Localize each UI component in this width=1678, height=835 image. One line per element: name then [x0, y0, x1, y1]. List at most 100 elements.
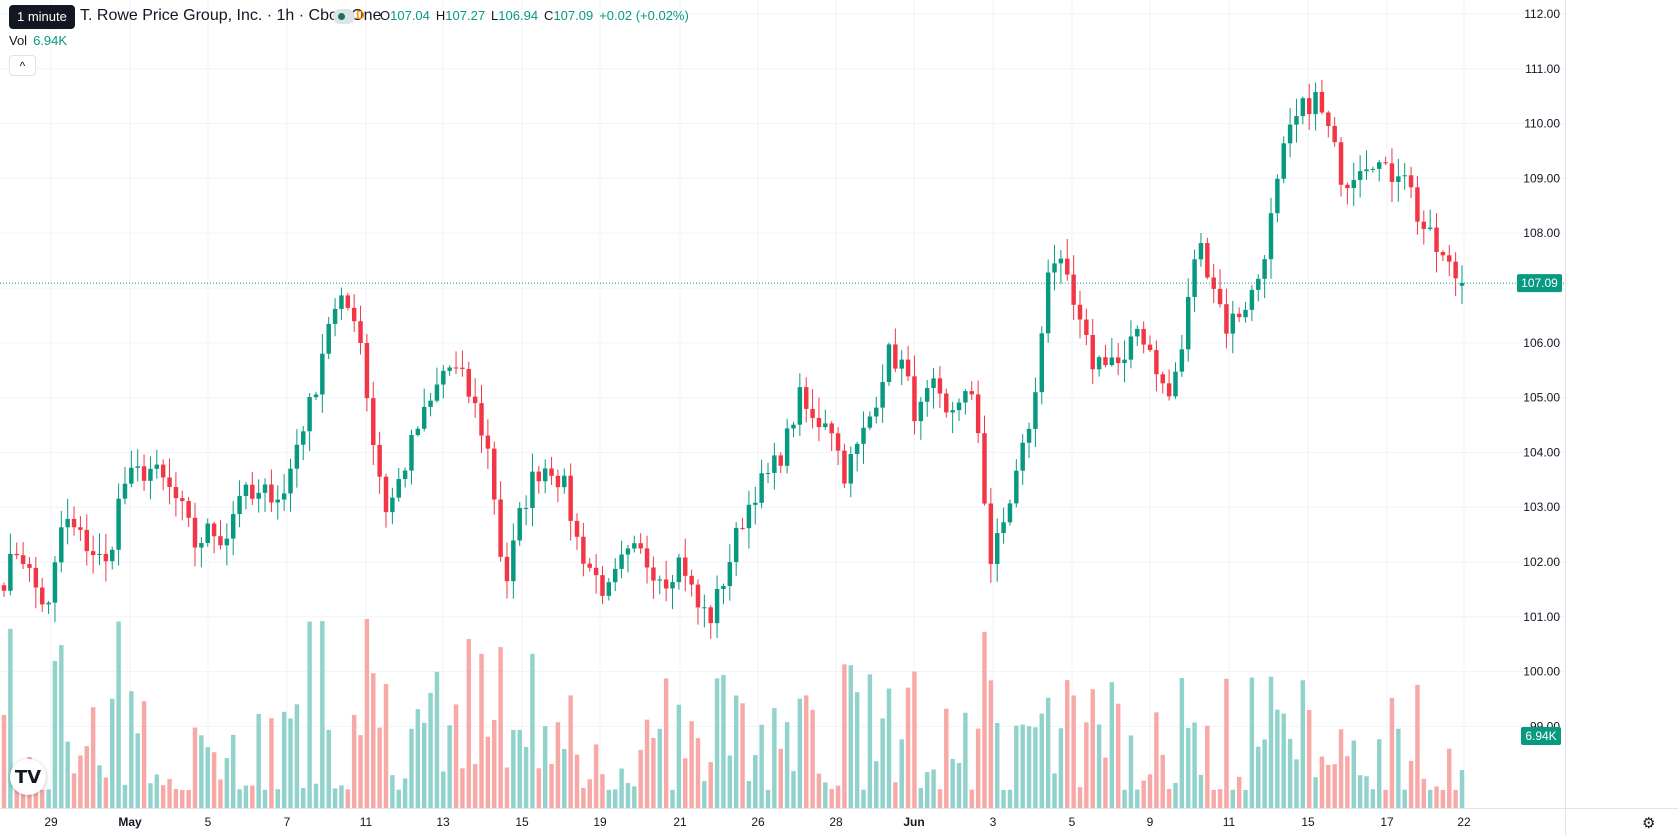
volume-bar [466, 639, 472, 808]
collapse-legend-button[interactable]: ^ [9, 55, 36, 76]
y-tick-label: 112.00 [1524, 7, 1560, 21]
volume-bar [1300, 680, 1306, 808]
candle-body [975, 394, 981, 434]
candle-body [59, 527, 64, 563]
volume-bar [421, 722, 427, 808]
volume-bar [447, 725, 452, 808]
volume-bar [753, 755, 758, 808]
last-volume-label: 6.94K [1525, 729, 1556, 743]
candle-body [651, 567, 656, 581]
delayed-data-flag[interactable]: D [356, 8, 365, 22]
candle-body [1141, 328, 1146, 345]
tradingview-logo-icon[interactable]: TV [10, 759, 46, 795]
last-price-label: 107.09 [1521, 276, 1558, 290]
candle-body [224, 538, 230, 546]
x-tick-label: 22 [1457, 815, 1471, 829]
volume-bar [523, 747, 529, 808]
volume-bar [810, 709, 815, 808]
candle-body [523, 508, 529, 510]
candle-body [867, 416, 873, 428]
volume-bar [727, 755, 733, 808]
candle-body [1115, 357, 1121, 364]
high-label: H [435, 8, 446, 23]
candle-body [428, 400, 433, 407]
symbol-title[interactable]: T. Rowe Price Group, Inc. · 1h · Cboe On… [80, 7, 382, 24]
candle-body [874, 407, 879, 417]
volume-bar [199, 735, 204, 808]
volume-bar [937, 789, 943, 808]
candle-body [1026, 428, 1032, 443]
candle-body [568, 475, 573, 521]
candle-body [1090, 334, 1095, 370]
candle-body [969, 391, 974, 395]
volume-bar [269, 718, 274, 808]
volume-bar [84, 746, 89, 808]
candlesticks [1, 79, 1465, 639]
candle-body [1306, 98, 1312, 115]
candle-body [549, 468, 554, 476]
candle-body [8, 553, 13, 591]
volume-bar [364, 618, 370, 808]
candle-body [778, 455, 783, 466]
candle-body [644, 548, 650, 568]
candle-body [33, 567, 39, 588]
volume-bar [1115, 703, 1121, 808]
volume-bar [1128, 735, 1134, 808]
volume-bar [1249, 677, 1255, 808]
volume-bar [893, 782, 898, 808]
volume-bar [816, 773, 822, 808]
candle-body [402, 470, 408, 480]
candle-body [262, 484, 268, 493]
volume-bar [1230, 789, 1236, 808]
candle-body [606, 582, 612, 596]
volume-bar [1440, 789, 1446, 808]
candle-body [848, 454, 854, 484]
volume-bar [829, 789, 834, 808]
candle-body [20, 555, 26, 565]
volume-bar [1332, 764, 1337, 808]
candle-body [683, 557, 688, 576]
volume-bar [1001, 789, 1006, 808]
candle-body [1211, 277, 1216, 289]
candle-body [880, 382, 885, 408]
volume-bar [52, 661, 58, 808]
open-label: O [380, 8, 391, 23]
candle-body [1256, 278, 1261, 290]
candle-body [186, 501, 191, 518]
candle-body [854, 443, 860, 455]
candle-body [727, 562, 733, 586]
candle-body [1402, 175, 1407, 177]
volume-bar [377, 727, 382, 808]
volume-bar [956, 762, 962, 808]
volume-bar [383, 684, 389, 808]
volume-bar [230, 734, 236, 808]
volume-bar [1408, 760, 1414, 808]
volume-bar [243, 785, 249, 808]
volume-bar [402, 778, 408, 808]
x-tick-label: 26 [751, 815, 765, 829]
volume-bar [504, 767, 510, 808]
volume-bar [657, 728, 663, 808]
market-status-badge[interactable] [333, 9, 355, 24]
candle-body [110, 549, 115, 562]
candle-body [383, 476, 389, 513]
candle-body [377, 444, 382, 477]
volume-bar [275, 789, 281, 808]
volume-bar [192, 727, 198, 808]
candle-body [1268, 213, 1274, 260]
candle-body [1166, 383, 1172, 397]
volume-bar [772, 708, 777, 808]
candle-body [1421, 221, 1427, 229]
volume-bar [479, 653, 484, 808]
interval-tooltip: 1 minute [9, 5, 75, 29]
candle-body [1275, 178, 1280, 214]
candle-body [994, 533, 1000, 564]
volume-bar [740, 703, 745, 808]
volume-bar [600, 774, 605, 808]
settings-gear-icon[interactable]: ⚙ [1642, 815, 1656, 832]
candle-body [441, 370, 446, 385]
candle-body [542, 468, 548, 482]
volume-bar [963, 712, 968, 808]
volume-bar [708, 762, 713, 808]
